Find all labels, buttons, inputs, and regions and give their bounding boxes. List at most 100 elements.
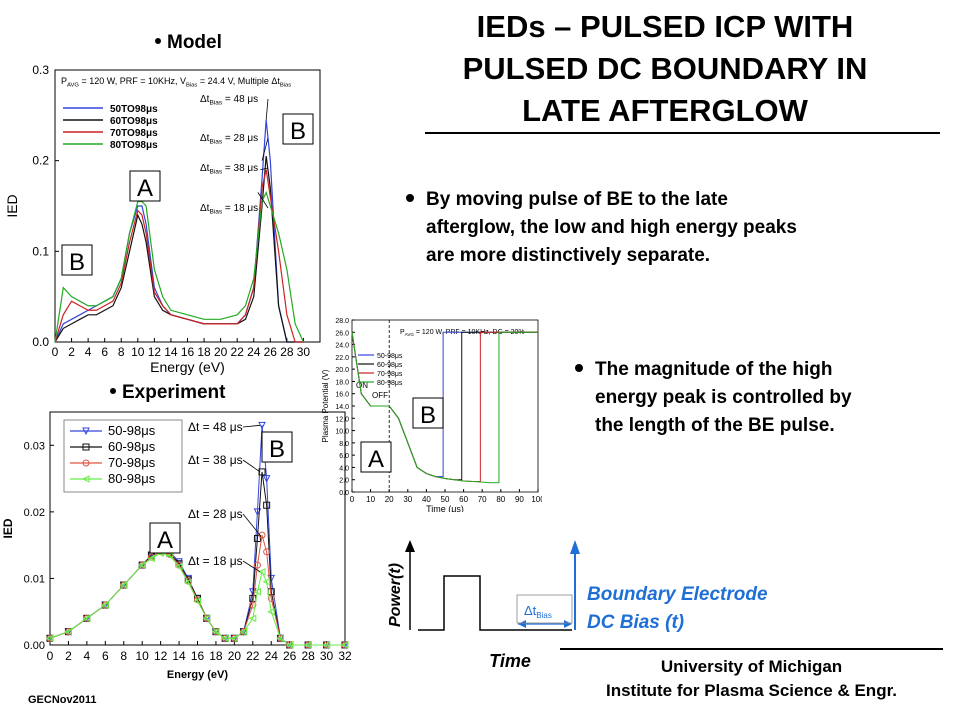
- model-annotation: ΔtBias = 28 μs: [200, 133, 258, 146]
- exp-point: [230, 634, 238, 643]
- pp-legend-label: 50-98μs: [377, 353, 403, 360]
- bullet-1-line-3: are more distinctively separate.: [426, 245, 711, 266]
- exp-point: [253, 561, 261, 569]
- exp-point: [184, 578, 192, 587]
- model-annotation: ΔtBias = 48 μs: [200, 94, 258, 107]
- exp-annotation: Δt = 48 μs: [188, 420, 243, 434]
- exp-point: [253, 587, 261, 596]
- pp-x-tick-label: 10: [366, 495, 375, 504]
- pp-y-tick-label: 12.0: [335, 416, 349, 423]
- exp-x-tick-label: 20: [228, 649, 242, 663]
- model-x-tick-label: 4: [85, 345, 92, 359]
- exp-legend-label: 70-98μs: [108, 455, 156, 470]
- exp-point: [64, 627, 72, 636]
- pp-y-tick-label: 22.0: [335, 355, 349, 362]
- exp-x-tick-label: 32: [338, 649, 352, 663]
- pp-y-tick-label: 18.0: [335, 379, 349, 386]
- bullet-2-line-2: energy peak is controlled by: [595, 387, 852, 408]
- model-series-2: [54, 169, 304, 343]
- pp-y-tick-label: 20.0: [335, 367, 349, 374]
- delta-t-arrow-left-icon: [518, 620, 526, 628]
- exp-x-tick-label: 24: [265, 649, 279, 663]
- exp-annotation: Δt = 28 μs: [188, 507, 243, 521]
- exp-x-tick-label: 16: [191, 649, 205, 663]
- model-series-3: [54, 190, 304, 343]
- model-x-tick-label: 2: [68, 345, 75, 359]
- model-x-axis-label: Energy (eV): [150, 359, 225, 375]
- delta-t-label: ΔtBias: [524, 603, 552, 620]
- model-peak-b-low: B: [69, 249, 85, 276]
- exp-y-tick-label: 0.03: [24, 440, 45, 452]
- exp-legend-frame: [63, 419, 183, 493]
- delta-t-arrow-right-icon: [564, 620, 572, 628]
- exp-x-tick-label: 12: [154, 649, 168, 663]
- pulse-schematic: ΔtBias Power(t) Time: [387, 540, 580, 670]
- model-y-tick-label: 0.0: [32, 335, 49, 349]
- exp-point: [257, 567, 266, 576]
- time-axis-label: Time: [489, 651, 531, 670]
- bullet-dot-icon: [155, 37, 161, 44]
- be-line-2: DC Bias (t): [587, 612, 685, 633]
- exp-point: [138, 561, 146, 569]
- model-annotation: ΔtBias = 18 μs: [200, 203, 258, 216]
- footer-line-2: Institute for Plasma Science & Engr.: [606, 681, 897, 700]
- pp-y-tick-label: 10.0: [335, 429, 349, 436]
- exp-point: [267, 594, 275, 602]
- pp-x-tick-label: 80: [496, 495, 505, 504]
- footer-line-1: University of Michigan: [660, 657, 843, 676]
- exp-annotation: Δt = 18 μs: [188, 554, 243, 568]
- experiment-label-text: Experiment: [122, 382, 226, 403]
- exp-x-tick-label: 28: [301, 649, 315, 663]
- pp-x-tick-label: 90: [515, 495, 524, 504]
- exp-annotation-arrow: [242, 513, 261, 536]
- exp-x-tick-label: 2: [65, 649, 72, 663]
- bullet-2-line-3: the length of the BE pulse.: [595, 415, 835, 436]
- title-line-2: PULSED DC BOUNDARY IN: [462, 51, 868, 86]
- model-x-tick-label: 6: [101, 345, 108, 359]
- exp-point: [285, 641, 294, 649]
- exp-legend-label: 80-98μs: [108, 471, 156, 486]
- exp-legend-marker: [81, 475, 90, 483]
- model-x-tick-label: 18: [197, 345, 211, 359]
- exp-y-tick-label: 0.01: [24, 573, 45, 585]
- model-legend-label: 70TO98μs: [110, 128, 158, 139]
- pp-legend-label: 80-98μs: [377, 380, 403, 387]
- exp-point: [193, 597, 201, 605]
- pp-x-tick-label: 100: [531, 495, 542, 504]
- power-pulse-trace: [418, 575, 572, 631]
- model-x-tick-label: 8: [118, 345, 125, 359]
- model-x-tick-label: 22: [231, 345, 245, 359]
- model-x-tick-label: 14: [164, 345, 178, 359]
- exp-point: [101, 601, 109, 609]
- model-peak-b-low-box: [61, 244, 93, 276]
- model-x-tick-label: 20: [214, 345, 228, 359]
- model-x-tick-label: 10: [131, 345, 145, 359]
- exp-x-tick-label: 18: [209, 649, 223, 663]
- exp-point: [267, 607, 275, 616]
- exp-peak-a-box: [149, 522, 181, 554]
- model-peak-a: A: [137, 175, 153, 202]
- exp-point: [258, 421, 266, 430]
- pp-x-tick-label: 50: [441, 495, 450, 504]
- pp-x-tick-label: 60: [459, 495, 468, 504]
- pp-x-tick-label: 0: [350, 495, 355, 504]
- pp-y-tick-label: 28.0: [335, 318, 349, 325]
- model-x-tick-label: 24: [247, 345, 261, 359]
- exp-point: [258, 468, 266, 476]
- bullet-dot-icon: [575, 363, 583, 372]
- exp-point: [248, 614, 257, 623]
- bullet-2-line-1: The magnitude of the high: [595, 359, 833, 380]
- exp-point: [263, 501, 271, 509]
- pp-y-axis-label: Plasma Potential (V): [321, 369, 330, 442]
- exp-annotation-arrow: [242, 424, 261, 428]
- pp-header: PAVG = 120 W, PRF = 10KHz, DC = 20%: [400, 329, 525, 337]
- exp-x-tick-label: 4: [84, 649, 91, 663]
- model-annotation-arrow: [257, 192, 269, 209]
- title-line-3: LATE AFTERGLOW: [522, 93, 808, 128]
- exp-point: [119, 581, 128, 589]
- be-line-1: Boundary Electrode: [587, 584, 768, 605]
- pp-y-tick-label: 0.0: [339, 490, 349, 497]
- exp-point: [262, 475, 271, 483]
- pp-peak-b: B: [420, 402, 436, 429]
- pp-y-tick-label: 26.0: [335, 330, 349, 337]
